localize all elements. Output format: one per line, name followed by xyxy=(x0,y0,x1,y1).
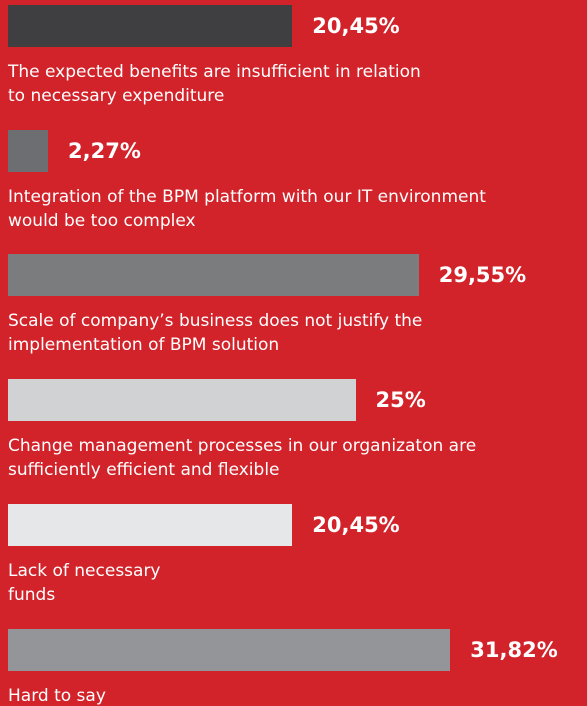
bar xyxy=(8,628,451,671)
bar xyxy=(8,254,419,297)
category-label: Hard to say xyxy=(8,685,106,706)
value-label: 20,45% xyxy=(312,14,400,38)
category-label: Change management processes in our organ… xyxy=(8,436,477,481)
bar xyxy=(8,379,356,422)
bar xyxy=(8,503,293,546)
bar xyxy=(8,5,293,47)
category-label: Integration of the BPM platform with our… xyxy=(8,186,486,231)
value-label: 2,27% xyxy=(68,138,141,163)
category-label: Scale of company’s business does not jus… xyxy=(8,311,423,356)
bar xyxy=(8,129,48,172)
category-label: The expected benefits are insufficient i… xyxy=(8,62,421,106)
category-label: Lack of necessary funds xyxy=(8,560,161,605)
value-label: 31,82% xyxy=(470,637,558,662)
value-label: 29,55% xyxy=(438,263,527,288)
value-label: 20,45% xyxy=(312,512,400,537)
value-label: 25% xyxy=(375,388,426,413)
